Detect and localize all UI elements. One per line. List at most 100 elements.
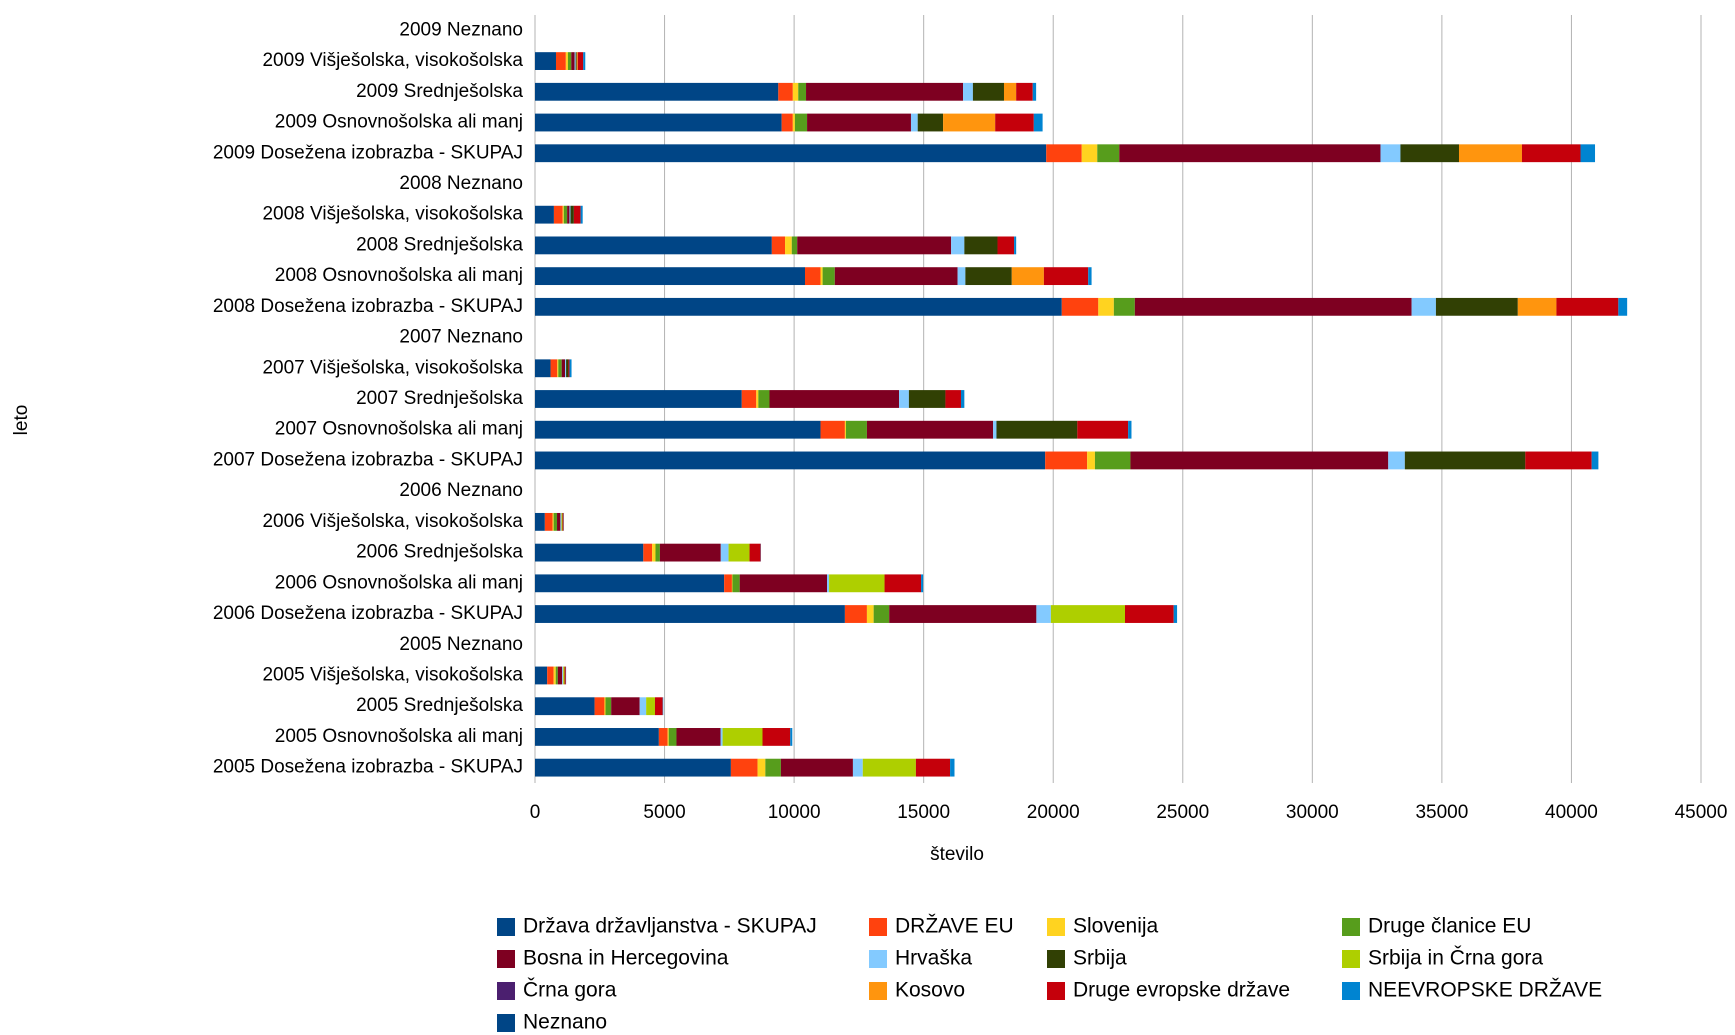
bar-segment	[535, 52, 556, 70]
bar-segment	[535, 359, 551, 378]
bar-segment	[1061, 297, 1099, 316]
bar-segment	[535, 113, 782, 132]
bar-segment	[566, 359, 569, 378]
bar-segment	[667, 728, 669, 746]
bar-segment	[749, 543, 761, 562]
bar-segment	[862, 758, 916, 777]
y-tick-label: 2007 Neznano	[399, 327, 523, 348]
y-tick-label: 2007 Višješolska, visokošolska	[262, 357, 523, 378]
bar-segment	[921, 574, 924, 593]
bar-segment	[577, 52, 584, 70]
bar-segment	[1400, 144, 1459, 163]
bar-segment	[558, 359, 562, 378]
bar-segment	[1087, 451, 1095, 470]
bar-segment	[720, 728, 723, 746]
bar-segment	[997, 236, 1015, 255]
bar-segment	[553, 666, 556, 685]
bar-segment	[562, 205, 564, 224]
bar-segment	[1094, 451, 1131, 470]
bar-segment	[778, 82, 793, 101]
bar-segment	[1517, 297, 1557, 316]
legend-swatch	[869, 950, 887, 968]
bar-segment	[1113, 297, 1135, 316]
legend-swatch	[1047, 950, 1065, 968]
bar-segment	[659, 543, 721, 562]
bar-segment	[557, 359, 559, 378]
bar-segment	[829, 574, 885, 593]
bar-segment	[1124, 605, 1174, 623]
bar-segment	[535, 758, 731, 777]
legend-swatch	[497, 982, 515, 1000]
bar-segment	[757, 758, 766, 777]
bar-segment	[889, 605, 1037, 623]
bar-segment	[915, 758, 951, 777]
bar-segment	[964, 236, 998, 255]
bar-segment	[1050, 605, 1125, 623]
y-tick-label: 2009 Srednješolska	[356, 81, 523, 102]
bar-segment	[1173, 605, 1178, 623]
bar-segment	[655, 543, 660, 562]
bar-segment	[807, 113, 911, 132]
x-tick-label: 35000	[1415, 802, 1468, 823]
bar-segment	[535, 267, 805, 286]
legend-swatch	[1047, 918, 1065, 936]
bar-segment	[844, 420, 846, 439]
y-tick-label: 2006 Neznano	[399, 480, 523, 501]
bar-segment	[1081, 144, 1098, 163]
bar-segment	[972, 82, 1004, 101]
bar-segment	[790, 728, 793, 746]
bar-segment	[560, 512, 562, 531]
bar-segment	[1045, 451, 1088, 470]
y-tick-label: 2009 Neznano	[399, 19, 523, 40]
legend-label: Srbija	[1073, 947, 1127, 970]
bar-segment	[758, 390, 770, 408]
bar-segment	[535, 543, 644, 562]
bar-segment	[792, 82, 799, 101]
bar-segment	[822, 267, 835, 286]
bar-segment	[535, 605, 845, 623]
bar-segment	[576, 52, 578, 70]
bar-segment	[553, 512, 558, 531]
y-tick-label: 2008 Srednješolska	[356, 234, 523, 255]
y-tick-label: 2007 Srednješolska	[356, 388, 523, 409]
bar-segment	[535, 144, 1047, 163]
bar-segment	[535, 666, 548, 685]
bar-segment	[1098, 297, 1114, 316]
bar-segment	[535, 451, 1046, 470]
bar-segment	[1016, 82, 1033, 101]
bar-segment	[852, 758, 863, 777]
bar-segment	[571, 52, 575, 70]
y-axis-label: leto	[11, 405, 32, 436]
bar-segment	[960, 390, 965, 408]
y-tick-label: 2008 Dosežena izobrazba - SKUPAJ	[213, 296, 523, 317]
bar-segment	[730, 758, 758, 777]
bar-segment	[1046, 144, 1082, 163]
x-tick-label: 20000	[1027, 802, 1080, 823]
legend-swatch	[497, 918, 515, 936]
bar-segment	[535, 297, 1062, 316]
legend-label: Neznano	[523, 1011, 607, 1034]
bar-segment	[769, 390, 900, 408]
bar-segment	[827, 574, 830, 593]
legend-swatch	[497, 1014, 515, 1032]
y-tick-label: 2008 Višješolska, visokošolska	[262, 204, 523, 225]
bar-segment	[573, 205, 581, 224]
bar-segment	[563, 666, 565, 685]
bar-segment	[535, 390, 742, 408]
bar-segment	[557, 666, 563, 685]
legend-label: Druge članice EU	[1368, 915, 1531, 938]
bar-segment	[1128, 420, 1132, 439]
bar-segment	[583, 52, 586, 70]
bar-segment	[731, 574, 733, 593]
bar-segment	[806, 82, 964, 101]
y-tick-label: 2009 Višješolska, visokošolska	[262, 50, 523, 71]
y-tick-label: 2005 Neznano	[399, 634, 523, 655]
bar-segment	[568, 359, 570, 378]
bar-segment	[1618, 297, 1628, 316]
bar-segment	[820, 267, 823, 286]
bar-segment	[1525, 451, 1592, 470]
legend-label: Država državljanstva - SKUPAJ	[523, 915, 817, 938]
bar-segment	[910, 113, 918, 132]
bar-segment	[1380, 144, 1401, 163]
bar-segment	[720, 543, 729, 562]
